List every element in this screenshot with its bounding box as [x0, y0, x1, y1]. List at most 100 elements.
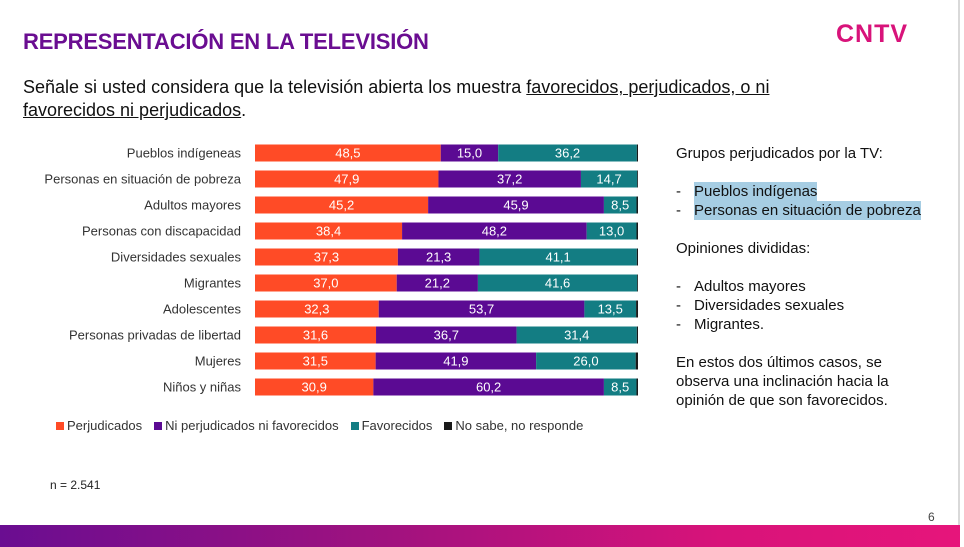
bar-segment — [255, 248, 398, 266]
divided-group-1: Adultos mayores — [694, 278, 806, 295]
data-label: 37,0 — [313, 276, 338, 291]
category-label: Mujeres — [195, 354, 242, 369]
category-label: Adultos mayores — [144, 198, 241, 213]
legend-item: Favorecidos — [350, 418, 433, 433]
bar-segment — [255, 378, 374, 396]
bar-segment — [636, 196, 638, 214]
question-underlined: favorecidos, perjudicados, o ni favoreci… — [23, 77, 770, 120]
page-number: 6 — [928, 510, 935, 524]
harmed-group-1: Pueblos indígenas — [694, 182, 818, 201]
legend-item: No sabe, no responde — [444, 418, 583, 433]
legend-label: Ni perjudicados ni favorecidos — [165, 418, 339, 433]
data-label: 53,7 — [469, 302, 494, 317]
data-label: 45,9 — [503, 198, 528, 213]
harmed-groups-list: - Pueblos indígenas - Personas en situació… — [676, 182, 926, 220]
bar-segment — [635, 352, 638, 370]
insights-panel: Grupos perjudicados por la TV: - Pueblos … — [676, 144, 926, 410]
divided-group-3: Migrantes. — [694, 316, 765, 333]
data-label: 13,0 — [599, 224, 624, 239]
bar-segment — [375, 352, 537, 370]
bar-segment — [586, 222, 637, 240]
data-label: 14,7 — [596, 172, 621, 187]
question-suffix: . — [241, 100, 247, 120]
data-label: 30,9 — [302, 380, 327, 395]
data-label: 60,2 — [476, 380, 501, 395]
cntv-logo: CNTV — [836, 20, 909, 48]
insights-heading-divided: Opiniones divididas: — [676, 240, 811, 257]
bottom-gradient-bar — [0, 525, 960, 547]
list-item: - Diversidades sexuales — [676, 297, 845, 314]
category-label: Pueblos indígeneas — [127, 146, 242, 161]
bar-segment — [396, 274, 478, 292]
question-prefix: Señale si usted considera que la televis… — [23, 77, 527, 97]
sample-size-note: n = 2.541 — [50, 478, 101, 492]
bar-segment — [477, 274, 638, 292]
category-label: Diversidades sexuales — [111, 250, 242, 265]
harmed-group-2: Personas en situación de pobreza — [694, 201, 921, 220]
bar-segment — [255, 196, 429, 214]
category-label: Personas con discapacidad — [82, 224, 241, 239]
insights-heading-harmed: Grupos perjudicados por la TV: — [676, 145, 883, 162]
data-label: 41,9 — [443, 354, 468, 369]
chart-legend: Perjudicados Ni perjudicados ni favorecid… — [56, 418, 583, 433]
insights-conclusion: En estos dos últimos casos, se observa u… — [676, 354, 889, 409]
data-label: 48,2 — [482, 224, 507, 239]
category-label: Personas en situación de pobreza — [44, 172, 241, 187]
legend-label: Favorecidos — [361, 418, 433, 433]
data-label: 8,5 — [611, 380, 629, 395]
bar-segment — [584, 300, 637, 318]
bar-segment — [516, 326, 637, 344]
data-label: 26,0 — [573, 354, 598, 369]
bar-segment — [636, 300, 639, 318]
list-item: - Migrantes. — [676, 316, 765, 333]
bar-segment — [373, 378, 604, 396]
data-label: 37,2 — [497, 172, 522, 187]
legend-swatch — [444, 421, 453, 430]
list-item: - Pueblos indígenas — [676, 182, 818, 201]
data-label: 32,3 — [304, 302, 329, 317]
bar-segment — [603, 378, 637, 396]
bar-segment — [637, 170, 638, 188]
bar-segment — [603, 196, 637, 214]
category-label: Migrantes — [184, 276, 242, 291]
list-item: - Personas en situación de pobreza — [676, 201, 921, 220]
legend-label: Perjudicados — [67, 418, 143, 433]
bar-segment — [536, 352, 636, 370]
legend-item: Perjudicados — [56, 418, 142, 433]
bar-segment — [402, 222, 587, 240]
data-label: 31,6 — [303, 328, 328, 343]
bar-segment — [637, 274, 638, 292]
bar-segment — [255, 274, 397, 292]
category-label: Personas privadas de libertad — [69, 328, 241, 343]
bar-segment — [255, 352, 376, 370]
data-label: 13,5 — [598, 302, 623, 317]
divided-group-2: Diversidades sexuales — [694, 297, 845, 314]
bar-segment — [255, 222, 403, 240]
bar-segment — [255, 170, 439, 188]
legend-label: No sabe, no responde — [455, 418, 584, 433]
legend-swatch — [154, 421, 163, 430]
survey-question: Señale si usted considera que la televis… — [23, 76, 853, 122]
legend-swatch — [350, 421, 359, 430]
category-label: Niños y niñas — [163, 380, 242, 395]
bar-segment — [636, 144, 638, 162]
data-label: 37,3 — [314, 250, 339, 265]
data-label: 45,2 — [329, 198, 354, 213]
data-label: 36,2 — [555, 146, 580, 161]
data-label: 31,5 — [303, 354, 328, 369]
bar-segment — [479, 248, 637, 266]
data-label: 15,0 — [457, 146, 482, 161]
bar-segment — [428, 196, 604, 214]
data-label: 21,3 — [426, 250, 451, 265]
stacked-bar-chart: Pueblos indígeneas 48,5 15,0 36,2 Personas e… — [44, 144, 639, 396]
bar-segment — [255, 144, 441, 162]
divided-groups-list: - Adultos mayores - Diversidades sexuales … — [676, 277, 926, 334]
bar-segment — [397, 248, 480, 266]
category-label: Adolescentes — [163, 302, 242, 317]
data-label: 21,2 — [425, 276, 450, 291]
bar-segment — [255, 326, 377, 344]
data-label: 41,6 — [545, 276, 570, 291]
data-label: 47,9 — [334, 172, 359, 187]
bar-segment — [376, 326, 517, 344]
